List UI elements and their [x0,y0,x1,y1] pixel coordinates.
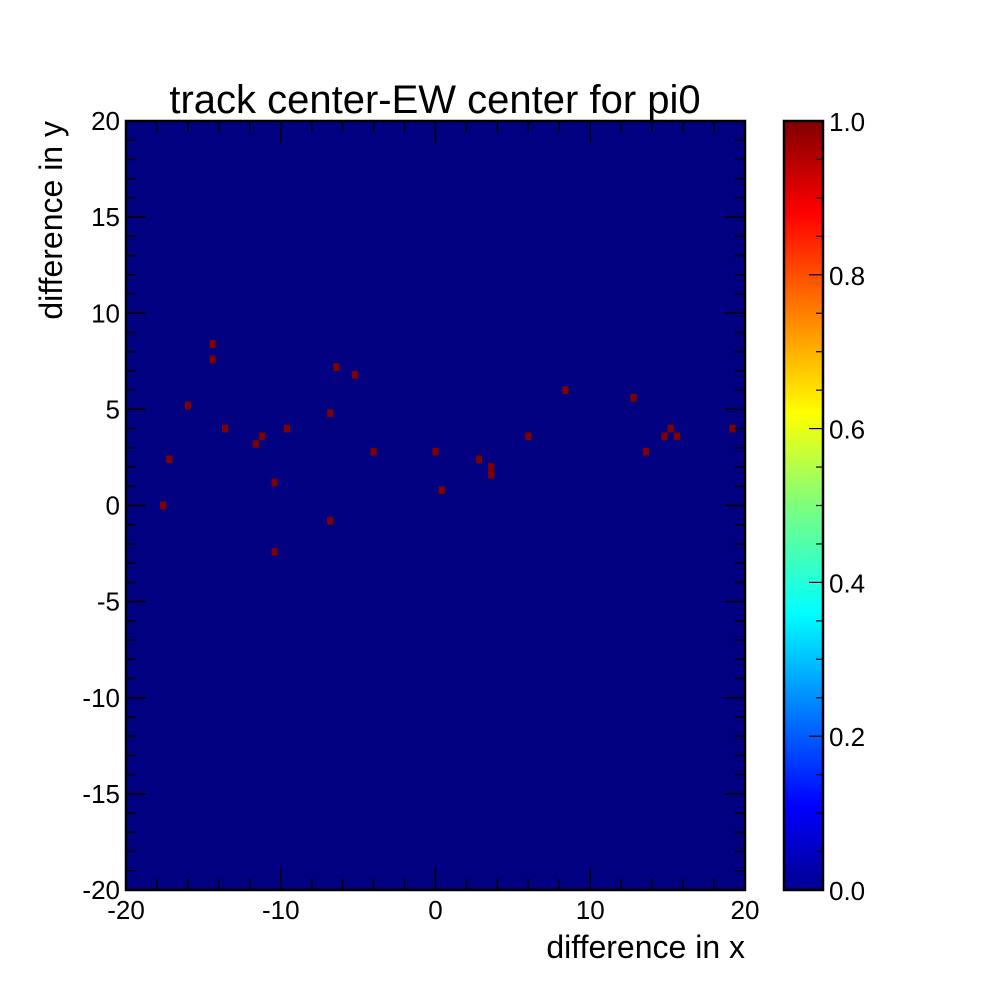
heatmap-bin-23 [630,394,637,402]
y-axis-ticks: -20 -15 -10 -5 0 5 10 15 20 [82,106,745,905]
heatmap-bin-19 [488,463,495,471]
colorbar-tick-label: 1.0 [829,107,865,137]
heatmap-bin-20 [488,470,495,479]
heatmap-bin-7 [259,432,266,441]
heatmap-bin-17 [438,486,445,494]
colorbar-ticks: 0.0 0.2 0.4 0.6 0.8 1.0 [809,107,865,906]
x-tick-label: 0 [428,895,442,925]
heatmap-bin-6 [252,440,260,448]
colorbar-tick-label: 0.6 [829,415,865,445]
heatmap-bin-25 [661,432,668,441]
heatmap-bin-27 [673,432,681,441]
heatmap-bins [160,340,736,556]
heatmap-bin-24 [642,447,650,456]
y-tick-label: -10 [82,683,120,713]
heatmap-bin-0 [160,501,167,510]
plot-area [126,121,745,890]
chart-title: track center-EW center for pi0 [169,78,700,122]
heatmap-bin-10 [283,424,291,433]
heatmap-bin-9 [271,547,278,556]
y-tick-label: 10 [91,298,120,328]
heatmap-bin-12 [327,517,334,525]
plot-frame [124,119,747,892]
heatmap-bin-8 [271,478,278,487]
heatmap-bin-22 [562,386,569,394]
x-tick-label: 10 [576,895,605,925]
y-axis-title: difference in y [33,121,69,320]
y-tick-label: -5 [97,587,120,617]
heatmap-bin-16 [432,447,439,456]
heatmap-bin-26 [667,424,674,433]
heatmap-bin-4 [209,355,216,364]
heatmap-bin-1 [166,455,173,464]
heatmap-bin-5 [221,424,229,433]
heatmap-bin-2 [184,401,191,410]
heatmap-bin-3 [209,340,216,348]
heatmap-bin-15 [370,447,377,456]
y-tick-label: -15 [82,779,120,809]
heatmap-bin-21 [525,432,532,441]
x-tick-label: 20 [731,895,760,925]
x-tick-label: -10 [262,895,300,925]
y-tick-label: -20 [82,875,120,905]
y-tick-label: 15 [91,202,120,232]
colorbar-tick-label: 0.8 [829,261,865,291]
heatmap-bin-14 [351,370,359,379]
heatmap-bin-11 [327,409,334,418]
y-tick-label: 0 [106,491,120,521]
heatmap-bin-13 [333,363,340,371]
heatmap-bin-28 [729,424,736,433]
y-tick-label: 5 [106,394,120,424]
y-tick-label: 20 [91,106,120,136]
colorbar-tick-label: 0.4 [829,568,865,598]
colorbar-tick-label: 0.0 [829,876,865,906]
x-tick-label: -20 [107,895,145,925]
colorbar-tick-label: 0.2 [829,722,865,752]
x-axis-title: difference in x [546,929,745,965]
heatmap-bin-18 [475,455,482,464]
